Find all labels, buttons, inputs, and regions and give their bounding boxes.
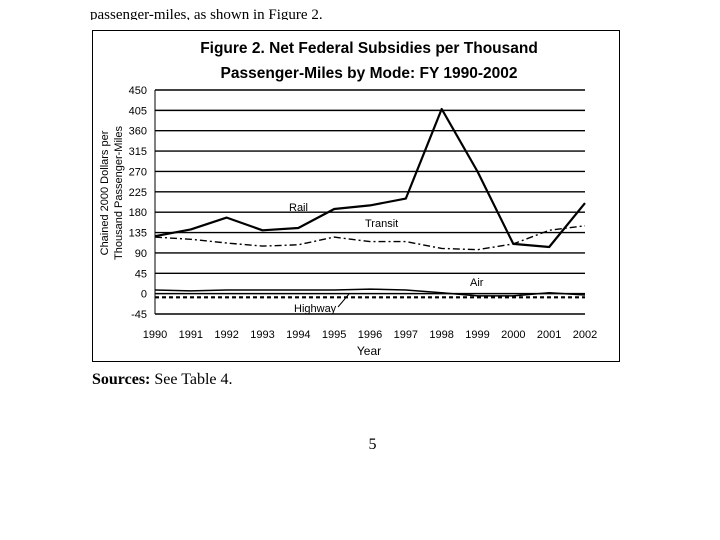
chart: Figure 2. Net Federal Subsidies per Thou…: [99, 40, 597, 358]
y-tick-label: 360: [129, 126, 147, 138]
x-tick-label: 2000: [501, 329, 525, 341]
y-tick-label: 180: [129, 207, 147, 219]
y-axis-label-line2: Thousand Passenger-Miles: [113, 126, 125, 260]
x-tick-label: 1996: [358, 329, 382, 341]
annotation-transit: Transit: [365, 218, 398, 230]
x-tick-label: 1990: [143, 329, 167, 341]
x-tick-label: 1994: [286, 329, 310, 341]
x-tick-label: 1992: [214, 329, 238, 341]
y-tick-label: 450: [129, 85, 147, 97]
y-tick-label: -45: [131, 309, 147, 321]
series-line-transit: [154, 225, 586, 251]
sources-line: Sources: See Table 4.: [92, 371, 233, 389]
page-number: 5: [368, 436, 377, 453]
x-tick-label: 2001: [537, 329, 561, 341]
annotation-rail: Rail: [289, 202, 308, 214]
y-tick-label: 90: [135, 248, 147, 260]
figure-frame: Figure 2. Net Federal Subsidies per Thou…: [92, 30, 620, 362]
y-tick-label: 270: [129, 166, 147, 178]
y-tick-label: 405: [129, 105, 147, 117]
y-tick-label: 315: [129, 146, 147, 158]
x-tick-label: 1998: [429, 329, 453, 341]
y-tick-label: 0: [141, 289, 147, 301]
x-tick-label: 1997: [394, 329, 418, 341]
y-axis-label-line1: Chained 2000 Dollars per: [99, 130, 111, 255]
x-axis-label: Year: [357, 344, 381, 358]
highway-callout-line: [337, 293, 350, 308]
x-tick-label: 1995: [322, 329, 346, 341]
y-tick-label: 135: [129, 228, 147, 240]
annotation-highway: Highway: [294, 303, 337, 315]
series-layer: [154, 107, 586, 299]
x-tick-label: 2002: [573, 329, 597, 341]
y-tick-label: 225: [129, 187, 147, 199]
grid-layer: [154, 89, 585, 315]
annotation-air: Air: [470, 277, 484, 289]
chart-title-line1: Figure 2. Net Federal Subsidies per Thou…: [200, 40, 538, 57]
sources-text: See Table 4.: [150, 371, 233, 388]
y-tick-label: 45: [135, 268, 147, 280]
x-tick-label: 1991: [179, 329, 203, 341]
x-tick-label: 1999: [465, 329, 489, 341]
series-line-air: [154, 288, 586, 297]
x-tick-label: 1993: [250, 329, 274, 341]
top-cut-text: passenger-miles, as shown in Figure 2.: [90, 7, 323, 20]
chart-title-line2: Passenger-Miles by Mode: FY 1990-2002: [221, 65, 518, 82]
x-tick-labels: 1990 1991 1992 1993 1994 1995 1996 1997 1998 1999…: [143, 329, 597, 341]
sources-label: Sources:: [92, 371, 151, 388]
